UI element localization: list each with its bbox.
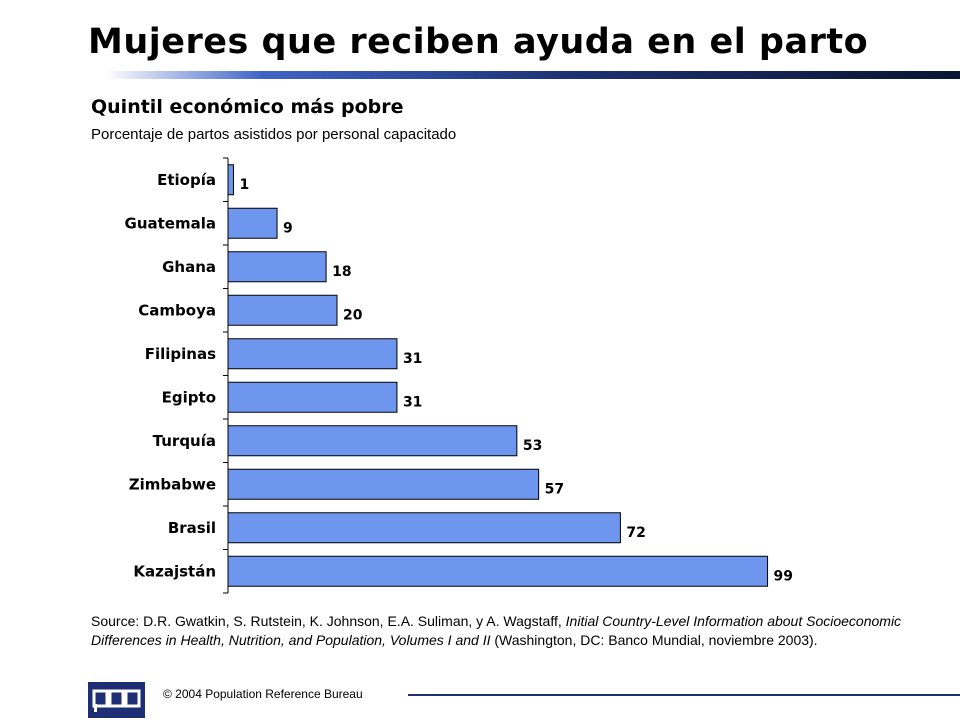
title-rule	[88, 71, 960, 79]
category-label: Egipto	[162, 388, 216, 406]
value-label: 31	[403, 394, 422, 410]
bar-3	[227, 294, 338, 326]
bar-2	[227, 251, 327, 283]
value-label: 53	[523, 438, 542, 454]
bar-chart: Etiopía 1 Guatemala 9 Ghana 18 Camboya 20 Filipi…	[125, 157, 793, 594]
category-label: Camboya	[138, 301, 216, 319]
prb-logo-mark	[88, 682, 145, 718]
category-label: Guatemala	[125, 214, 216, 232]
value-label: 99	[774, 568, 793, 584]
value-label: 1	[239, 177, 249, 193]
value-label: 31	[403, 351, 422, 367]
source-suffix: (Washington, DC: Banco Mundial, noviembr…	[490, 632, 818, 648]
source-citation: Source: D.R. Gwatkin, S. Rutstein, K. Jo…	[91, 612, 911, 650]
value-label: 9	[283, 220, 293, 236]
bar-9	[227, 555, 769, 587]
category-label: Ghana	[162, 258, 216, 276]
slide-title: Mujeres que reciben ayuda en el parto	[88, 22, 869, 62]
value-label: 57	[545, 481, 564, 497]
chart-subtitle: Quintil económico más pobre	[91, 96, 404, 118]
category-label: Zimbabwe	[129, 475, 216, 493]
category-label: Filipinas	[145, 345, 216, 363]
value-label: 20	[343, 307, 363, 323]
copyright: © 2004 Population Reference Bureau	[163, 687, 363, 701]
bar-8	[227, 512, 621, 544]
bar-4	[227, 338, 398, 370]
bar-6	[227, 425, 518, 457]
bar-0	[227, 164, 234, 196]
bar-7	[227, 468, 540, 500]
footer-rule	[408, 694, 960, 696]
source-title: Initial Country-Level Information about …	[91, 613, 902, 648]
chart-description: Porcentaje de partos asistidos por perso…	[91, 126, 457, 143]
category-label: Etiopía	[157, 171, 216, 189]
category-label: Brasil	[168, 519, 216, 537]
bar-5	[227, 381, 398, 413]
value-label: 72	[626, 525, 645, 541]
category-label: Turquía	[153, 432, 216, 450]
category-label: Kazajstán	[133, 562, 216, 580]
source-prefix: Source: D.R. Gwatkin, S. Rutstein, K. Jo…	[91, 613, 566, 629]
value-label: 18	[332, 264, 351, 280]
prb-logo	[88, 682, 145, 718]
bar-1	[227, 207, 278, 239]
